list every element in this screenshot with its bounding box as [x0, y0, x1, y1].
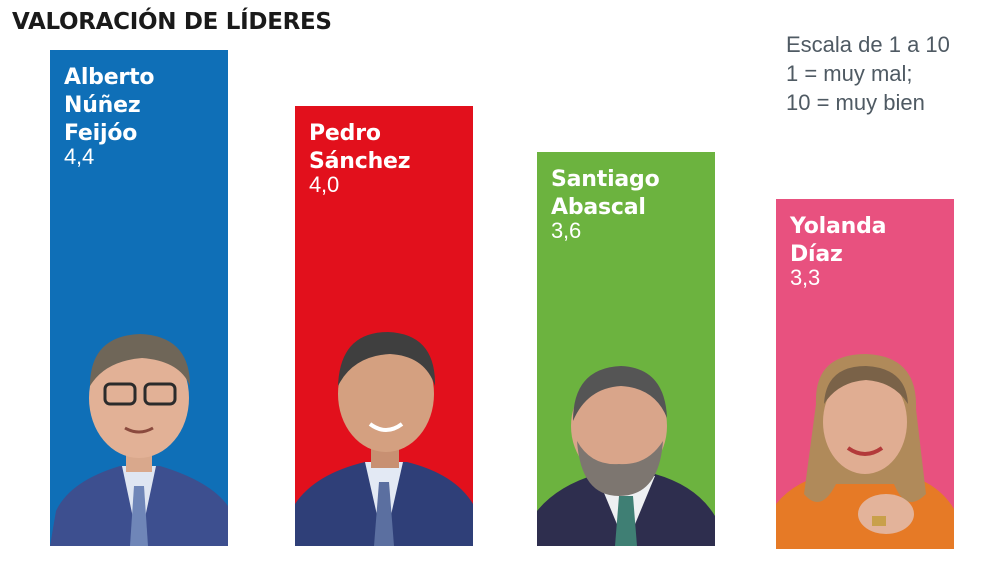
leader-name-line: Sánchez [309, 149, 411, 174]
leader-photo [776, 344, 954, 549]
leader-name-line: Núñez [64, 93, 141, 118]
leader-photo [537, 346, 715, 546]
leader-name-line: Feijóo [64, 121, 138, 146]
leader-name-line: Yolanda [790, 214, 887, 239]
legend-line-min: 1 = muy mal; [786, 61, 913, 86]
bar-label: Santiago Abascal 3,6 [551, 166, 660, 243]
leader-name-line: Abascal [551, 195, 646, 220]
leader-score: 4,4 [64, 144, 94, 169]
bar-label: Pedro Sánchez 4,0 [309, 120, 411, 197]
leader-name-line: Santiago [551, 167, 660, 192]
bar-feijoo: Alberto Núñez Feijóo 4,4 [50, 50, 228, 546]
legend-line-scale: Escala de 1 a 10 [786, 32, 950, 57]
bar-sanchez: Pedro Sánchez 4,0 [295, 106, 473, 546]
scale-legend: Escala de 1 a 10 1 = muy mal; 10 = muy b… [786, 30, 950, 117]
bar-diaz: Yolanda Díaz 3,3 [776, 199, 954, 549]
leader-score: 3,3 [790, 265, 820, 290]
legend-line-max: 10 = muy bien [786, 90, 925, 115]
leader-score: 4,0 [309, 172, 339, 197]
bar-label: Alberto Núñez Feijóo 4,4 [64, 64, 155, 169]
chart-title: VALORACIÓN DE LÍDERES [12, 9, 332, 35]
leader-name-line: Pedro [309, 121, 381, 146]
leader-name-line: Díaz [790, 242, 843, 267]
leader-photo [295, 314, 473, 546]
bar-abascal: Santiago Abascal 3,6 [537, 152, 715, 546]
leader-name-line: Alberto [64, 65, 155, 90]
leader-score: 3,6 [551, 218, 581, 243]
bar-label: Yolanda Díaz 3,3 [790, 213, 887, 290]
leader-photo [50, 306, 228, 546]
